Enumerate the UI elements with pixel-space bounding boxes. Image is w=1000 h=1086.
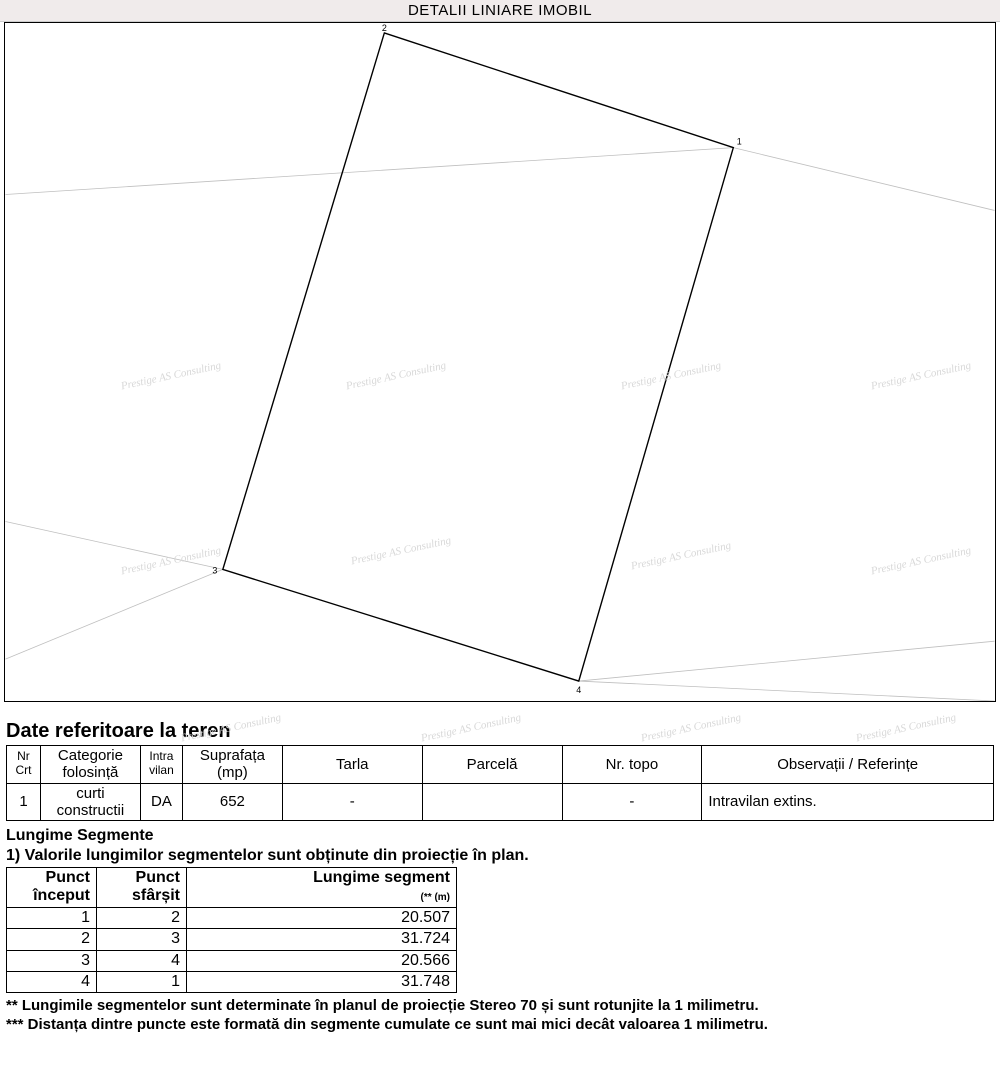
segmente-note-1: 1) Valorile lungimilor segmentelor sunt … <box>6 847 1000 865</box>
header-title: DETALII LINIARE IMOBIL <box>0 0 1000 22</box>
svg-text:4: 4 <box>576 685 581 695</box>
teren-table: NrCrt Categoriefolosință Intravilan Supr… <box>6 745 994 821</box>
table-cell: curticonstructii <box>40 783 140 821</box>
col-suprafata: Suprafața(mp) <box>182 746 282 784</box>
table-cell: 652 <box>182 783 282 821</box>
segmente-title: Lungime Segmente <box>6 827 1000 845</box>
table-row: 2331.724 <box>7 929 457 950</box>
table-row: 1220.507 <box>7 907 457 928</box>
svg-text:2: 2 <box>382 23 387 33</box>
svg-text:1: 1 <box>737 137 742 147</box>
table-row: 1curticonstructiiDA652--Intravilan extin… <box>7 783 994 821</box>
table-cell: 4 <box>7 971 97 992</box>
segmente-table: Punctînceput Punctsfârșit Lungime segmen… <box>6 867 457 993</box>
teren-header-row: NrCrt Categoriefolosință Intravilan Supr… <box>7 746 994 784</box>
table-cell: 1 <box>7 907 97 928</box>
svg-text:3: 3 <box>212 565 217 575</box>
footnote-line: *** Distanța dintre puncte este formată … <box>6 1016 994 1035</box>
footnotes: ** Lungimile segmentelor sunt determinat… <box>6 997 994 1035</box>
table-cell: 1 <box>7 783 41 821</box>
col-intravilan: Intravilan <box>140 746 182 784</box>
table-cell: 2 <box>7 929 97 950</box>
table-cell: 31.748 <box>187 971 457 992</box>
col-observatii: Observații / Referințe <box>702 746 994 784</box>
page-root: DETALII LINIARE IMOBIL 2143 Prestige AS … <box>0 0 1000 1035</box>
col-categorie: Categoriefolosință <box>40 746 140 784</box>
col-punct-sfarsit: Punctsfârșit <box>97 868 187 908</box>
col-punct-inceput: Punctînceput <box>7 868 97 908</box>
table-row: 4131.748 <box>7 971 457 992</box>
col-tarla: Tarla <box>282 746 422 784</box>
col-nr-crt: NrCrt <box>7 746 41 784</box>
table-cell: 4 <box>97 950 187 971</box>
table-cell: 2 <box>97 907 187 928</box>
segmente-header-row: Punctînceput Punctsfârșit Lungime segmen… <box>7 868 457 908</box>
table-row: 3420.566 <box>7 950 457 971</box>
table-cell: 1 <box>97 971 187 992</box>
teren-section-title: Date referitoare la teren <box>6 720 1000 743</box>
table-cell: Intravilan extins. <box>702 783 994 821</box>
table-cell: - <box>282 783 422 821</box>
diagram-svg: 2 1 4 3 <box>5 23 995 701</box>
col-parcela: Parcelă <box>422 746 562 784</box>
table-cell: 20.507 <box>187 907 457 928</box>
table-cell: - <box>562 783 702 821</box>
table-cell <box>422 783 562 821</box>
footnote-line: ** Lungimile segmentelor sunt determinat… <box>6 997 994 1016</box>
col-lungime: Lungime segment(** (m) <box>187 868 457 908</box>
table-cell: DA <box>140 783 182 821</box>
table-cell: 31.724 <box>187 929 457 950</box>
parcel-diagram: 2 1 4 3 <box>4 22 996 702</box>
table-cell: 20.566 <box>187 950 457 971</box>
col-nr-topo: Nr. topo <box>562 746 702 784</box>
table-cell: 3 <box>97 929 187 950</box>
table-cell: 3 <box>7 950 97 971</box>
